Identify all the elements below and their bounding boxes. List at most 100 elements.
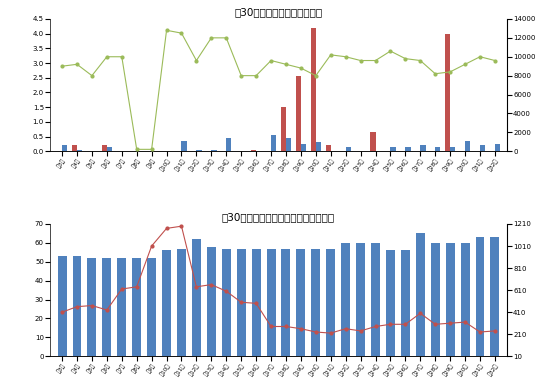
Bar <box>271 135 276 151</box>
Bar <box>87 258 96 356</box>
均价(元/㎡) <box>312 74 319 78</box>
均价(元/㎡) <box>58 64 65 69</box>
均价(元/㎡) <box>208 36 214 40</box>
Bar <box>102 258 111 356</box>
Bar <box>162 251 171 356</box>
Bar <box>62 146 67 151</box>
Bar <box>177 249 186 356</box>
Legend: 供应面积(万㎡), 销售面积(万㎡), 均价(元/㎡): 供应面积(万㎡), 销售面积(万㎡), 均价(元/㎡) <box>212 226 345 238</box>
Bar <box>431 243 439 356</box>
Title: 近30周烟台市办公供销价情况: 近30周烟台市办公供销价情况 <box>234 7 323 17</box>
Bar <box>118 258 126 356</box>
均价(元/㎡) <box>417 58 424 63</box>
Bar <box>311 249 320 356</box>
Bar <box>446 243 455 356</box>
Bar <box>101 146 107 151</box>
Bar <box>251 150 256 151</box>
Bar <box>386 251 395 356</box>
Bar <box>211 150 217 151</box>
Bar <box>197 150 202 151</box>
均价(元/㎡) <box>238 74 245 78</box>
Bar <box>281 107 286 151</box>
均价(元/㎡) <box>282 62 289 67</box>
均价(元/㎡) <box>193 58 200 63</box>
Bar <box>296 76 301 151</box>
Line: 去化周期: 去化周期 <box>61 225 496 335</box>
Bar <box>296 249 305 356</box>
Bar <box>147 258 156 356</box>
去化周期 <box>58 310 65 315</box>
Bar <box>450 147 456 151</box>
Bar <box>311 28 316 151</box>
均价(元/㎡) <box>148 147 155 152</box>
Bar <box>182 141 187 151</box>
均价(元/㎡) <box>253 74 260 78</box>
均价(元/㎡) <box>297 66 304 70</box>
Bar <box>107 147 112 151</box>
去化周期 <box>193 285 200 289</box>
Bar <box>390 147 395 151</box>
Bar <box>77 150 82 151</box>
均价(元/㎡) <box>163 28 170 33</box>
去化周期 <box>253 301 260 305</box>
去化周期 <box>387 322 394 327</box>
Bar <box>370 132 375 151</box>
去化周期 <box>178 224 185 229</box>
Bar <box>435 147 441 151</box>
去化周期 <box>402 322 409 327</box>
Bar <box>371 243 380 356</box>
均价(元/㎡) <box>387 49 394 53</box>
Bar <box>326 249 335 356</box>
均价(元/㎡) <box>133 147 140 152</box>
均价(元/㎡) <box>492 58 499 63</box>
去化周期 <box>447 321 453 326</box>
Bar <box>445 34 450 151</box>
去化周期 <box>417 311 424 316</box>
Bar <box>346 147 351 151</box>
Line: 均价(元/㎡): 均价(元/㎡) <box>61 29 496 151</box>
去化周期 <box>328 331 334 335</box>
均价(元/㎡) <box>178 31 185 35</box>
均价(元/㎡) <box>447 70 453 74</box>
均价(元/㎡) <box>328 53 334 57</box>
Bar <box>281 249 290 356</box>
Bar <box>405 147 411 151</box>
Bar <box>341 243 350 356</box>
去化周期 <box>148 244 155 248</box>
均价(元/㎡) <box>223 36 229 40</box>
去化周期 <box>74 304 80 309</box>
Title: 近30周烟台市办公存量及去化周期情况: 近30周烟台市办公存量及去化周期情况 <box>222 212 335 222</box>
去化周期 <box>163 226 170 231</box>
去化周期 <box>297 326 304 331</box>
Bar <box>222 249 231 356</box>
Bar <box>461 243 470 356</box>
去化周期 <box>89 303 95 308</box>
Bar <box>252 249 261 356</box>
去化周期 <box>372 324 379 329</box>
Bar <box>192 239 201 356</box>
Bar <box>207 247 216 356</box>
Bar <box>421 146 426 151</box>
Bar <box>325 146 331 151</box>
均价(元/㎡) <box>357 58 364 63</box>
均价(元/㎡) <box>74 62 80 67</box>
Bar <box>226 138 232 151</box>
去化周期 <box>462 320 468 324</box>
去化周期 <box>208 282 214 287</box>
Bar <box>401 251 410 356</box>
Bar <box>491 237 500 356</box>
均价(元/㎡) <box>343 55 349 59</box>
Bar <box>301 144 306 151</box>
去化周期 <box>223 289 229 293</box>
Bar <box>356 243 365 356</box>
均价(元/㎡) <box>402 56 409 61</box>
Bar <box>476 237 485 356</box>
Bar <box>132 258 141 356</box>
均价(元/㎡) <box>477 55 483 59</box>
去化周期 <box>343 326 349 331</box>
Bar <box>267 249 276 356</box>
去化周期 <box>432 322 438 327</box>
去化周期 <box>133 285 140 289</box>
去化周期 <box>268 324 275 329</box>
Bar <box>480 146 485 151</box>
